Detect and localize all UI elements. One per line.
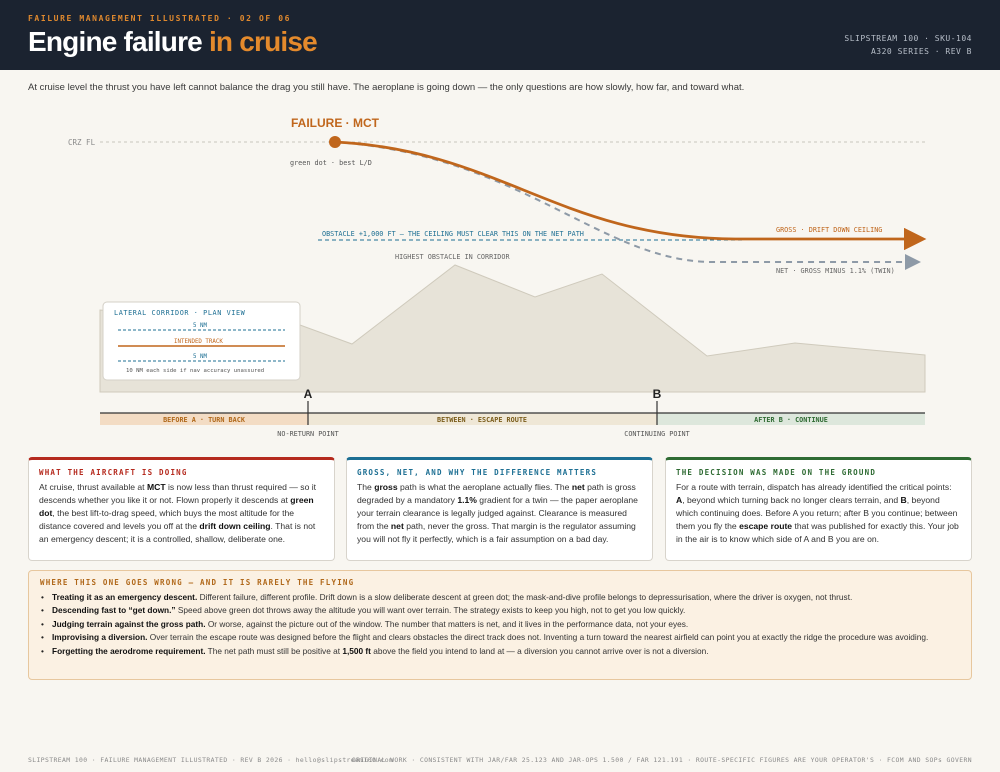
pitfalls-box: WHERE THIS ONE GOES WRONG — AND IT IS RA…: [28, 570, 972, 680]
crz-fl-label: CRZ FL: [68, 138, 96, 147]
panel-gross-net-title: GROSS, NET, AND WHY THE DIFFERENCE MATTE…: [357, 468, 598, 477]
panel-decision-title: THE DECISION WAS MADE ON THE GROUND: [676, 468, 877, 477]
pitfalls-list: Treating it as an emergency descent. Dif…: [40, 591, 960, 657]
list-item: Forgetting the aerodrome requirement. Th…: [40, 645, 960, 658]
band-before-label: BEFORE A · TURN BACK: [163, 416, 246, 424]
product-meta: SLIPSTREAM 100 · SKU-104 A320 SERIES · R…: [844, 32, 972, 58]
series-kicker: FAILURE MANAGEMENT ILLUSTRATED · 02 OF 0…: [28, 14, 292, 23]
panel-decision: THE DECISION WAS MADE ON THE GROUND For …: [665, 457, 972, 561]
corridor-note: 10 NM each side if nav accuracy unassure…: [126, 368, 264, 374]
failure-label: FAILURE · MCT: [291, 116, 380, 130]
no-return-label: NO-RETURN POINT: [277, 430, 338, 438]
header-bar: FAILURE MANAGEMENT ILLUSTRATED · 02 OF 0…: [0, 0, 1000, 70]
panel-gross-net-text: The gross path is what the aeroplane act…: [357, 482, 638, 544]
drift-down-diagram: CRZ FL OBSTACLE +1,000 FT — THE CEILING …: [68, 116, 927, 438]
green-dot-label: green dot · best L/D: [290, 159, 372, 167]
lateral-corridor-inset: LATERAL CORRIDOR · PLAN VIEW 5 NM INTEND…: [102, 301, 301, 381]
panel-aircraft-text: At cruise, thrust available at MCT is no…: [39, 482, 317, 544]
band-between-label: BETWEEN · ESCAPE ROUTE: [437, 416, 527, 424]
intro-text: At cruise level the thrust you have left…: [28, 82, 745, 93]
footer-left: SLIPSTREAM 100 · FAILURE MANAGEMENT ILLU…: [28, 756, 394, 764]
failure-point-marker: [329, 136, 341, 148]
panel-decision-text: For a route with terrain, dispatch has a…: [676, 482, 959, 544]
page-title: Engine failure in cruise: [28, 26, 318, 58]
footer-right: ORIGINAL WORK · CONSISTENT WITH JAR/FAR …: [351, 756, 972, 764]
gross-path: [334, 140, 927, 251]
corridor-title: LATERAL CORRIDOR · PLAN VIEW: [114, 309, 246, 317]
net-path: [334, 141, 921, 270]
corridor-top-nm: 5 NM: [193, 323, 207, 329]
corridor-bottom-nm: 5 NM: [193, 354, 207, 360]
title-accent: in cruise: [208, 26, 318, 57]
gross-path-label: GROSS · DRIFT DOWN CEILING: [776, 226, 882, 234]
band-between: [308, 413, 657, 425]
list-item: Treating it as an emergency descent. Dif…: [40, 591, 960, 604]
point-b-label: B: [653, 387, 662, 401]
continuing-point-label: CONTINUING POINT: [624, 430, 689, 438]
point-a-label: A: [304, 387, 313, 401]
obstacle-line-label: OBSTACLE +1,000 FT — THE CEILING MUST CL…: [322, 230, 584, 238]
list-item: Descending fast to “get down.” Speed abo…: [40, 604, 960, 617]
net-path-label: NET · GROSS MINUS 1.1% (TWIN): [776, 267, 895, 275]
footer: SLIPSTREAM 100 · FAILURE MANAGEMENT ILLU…: [28, 756, 972, 764]
panel-gross-net: GROSS, NET, AND WHY THE DIFFERENCE MATTE…: [346, 457, 653, 561]
meta-series: A320 SERIES · REV B: [870, 47, 972, 56]
title-main: Engine failure: [28, 26, 209, 57]
band-after-label: AFTER B · CONTINUE: [754, 416, 828, 424]
band-before-a: [100, 413, 308, 425]
pitfalls-title: WHERE THIS ONE GOES WRONG — AND IT IS RA…: [40, 578, 355, 587]
panel-aircraft-title: WHAT THE AIRCRAFT IS DOING: [39, 468, 188, 477]
list-item: Judging terrain against the gross path. …: [40, 618, 960, 631]
meta-sku: SLIPSTREAM 100 · SKU-104: [844, 34, 972, 43]
panel-aircraft: WHAT THE AIRCRAFT IS DOING At cruise, th…: [28, 457, 335, 561]
corridor-track-label: INTENDED TRACK: [174, 339, 223, 345]
list-item: Improvising a diversion. Over terrain th…: [40, 631, 960, 644]
highest-obstacle-label: HIGHEST OBSTACLE IN CORRIDOR: [395, 253, 510, 261]
band-after-b: [657, 413, 925, 425]
